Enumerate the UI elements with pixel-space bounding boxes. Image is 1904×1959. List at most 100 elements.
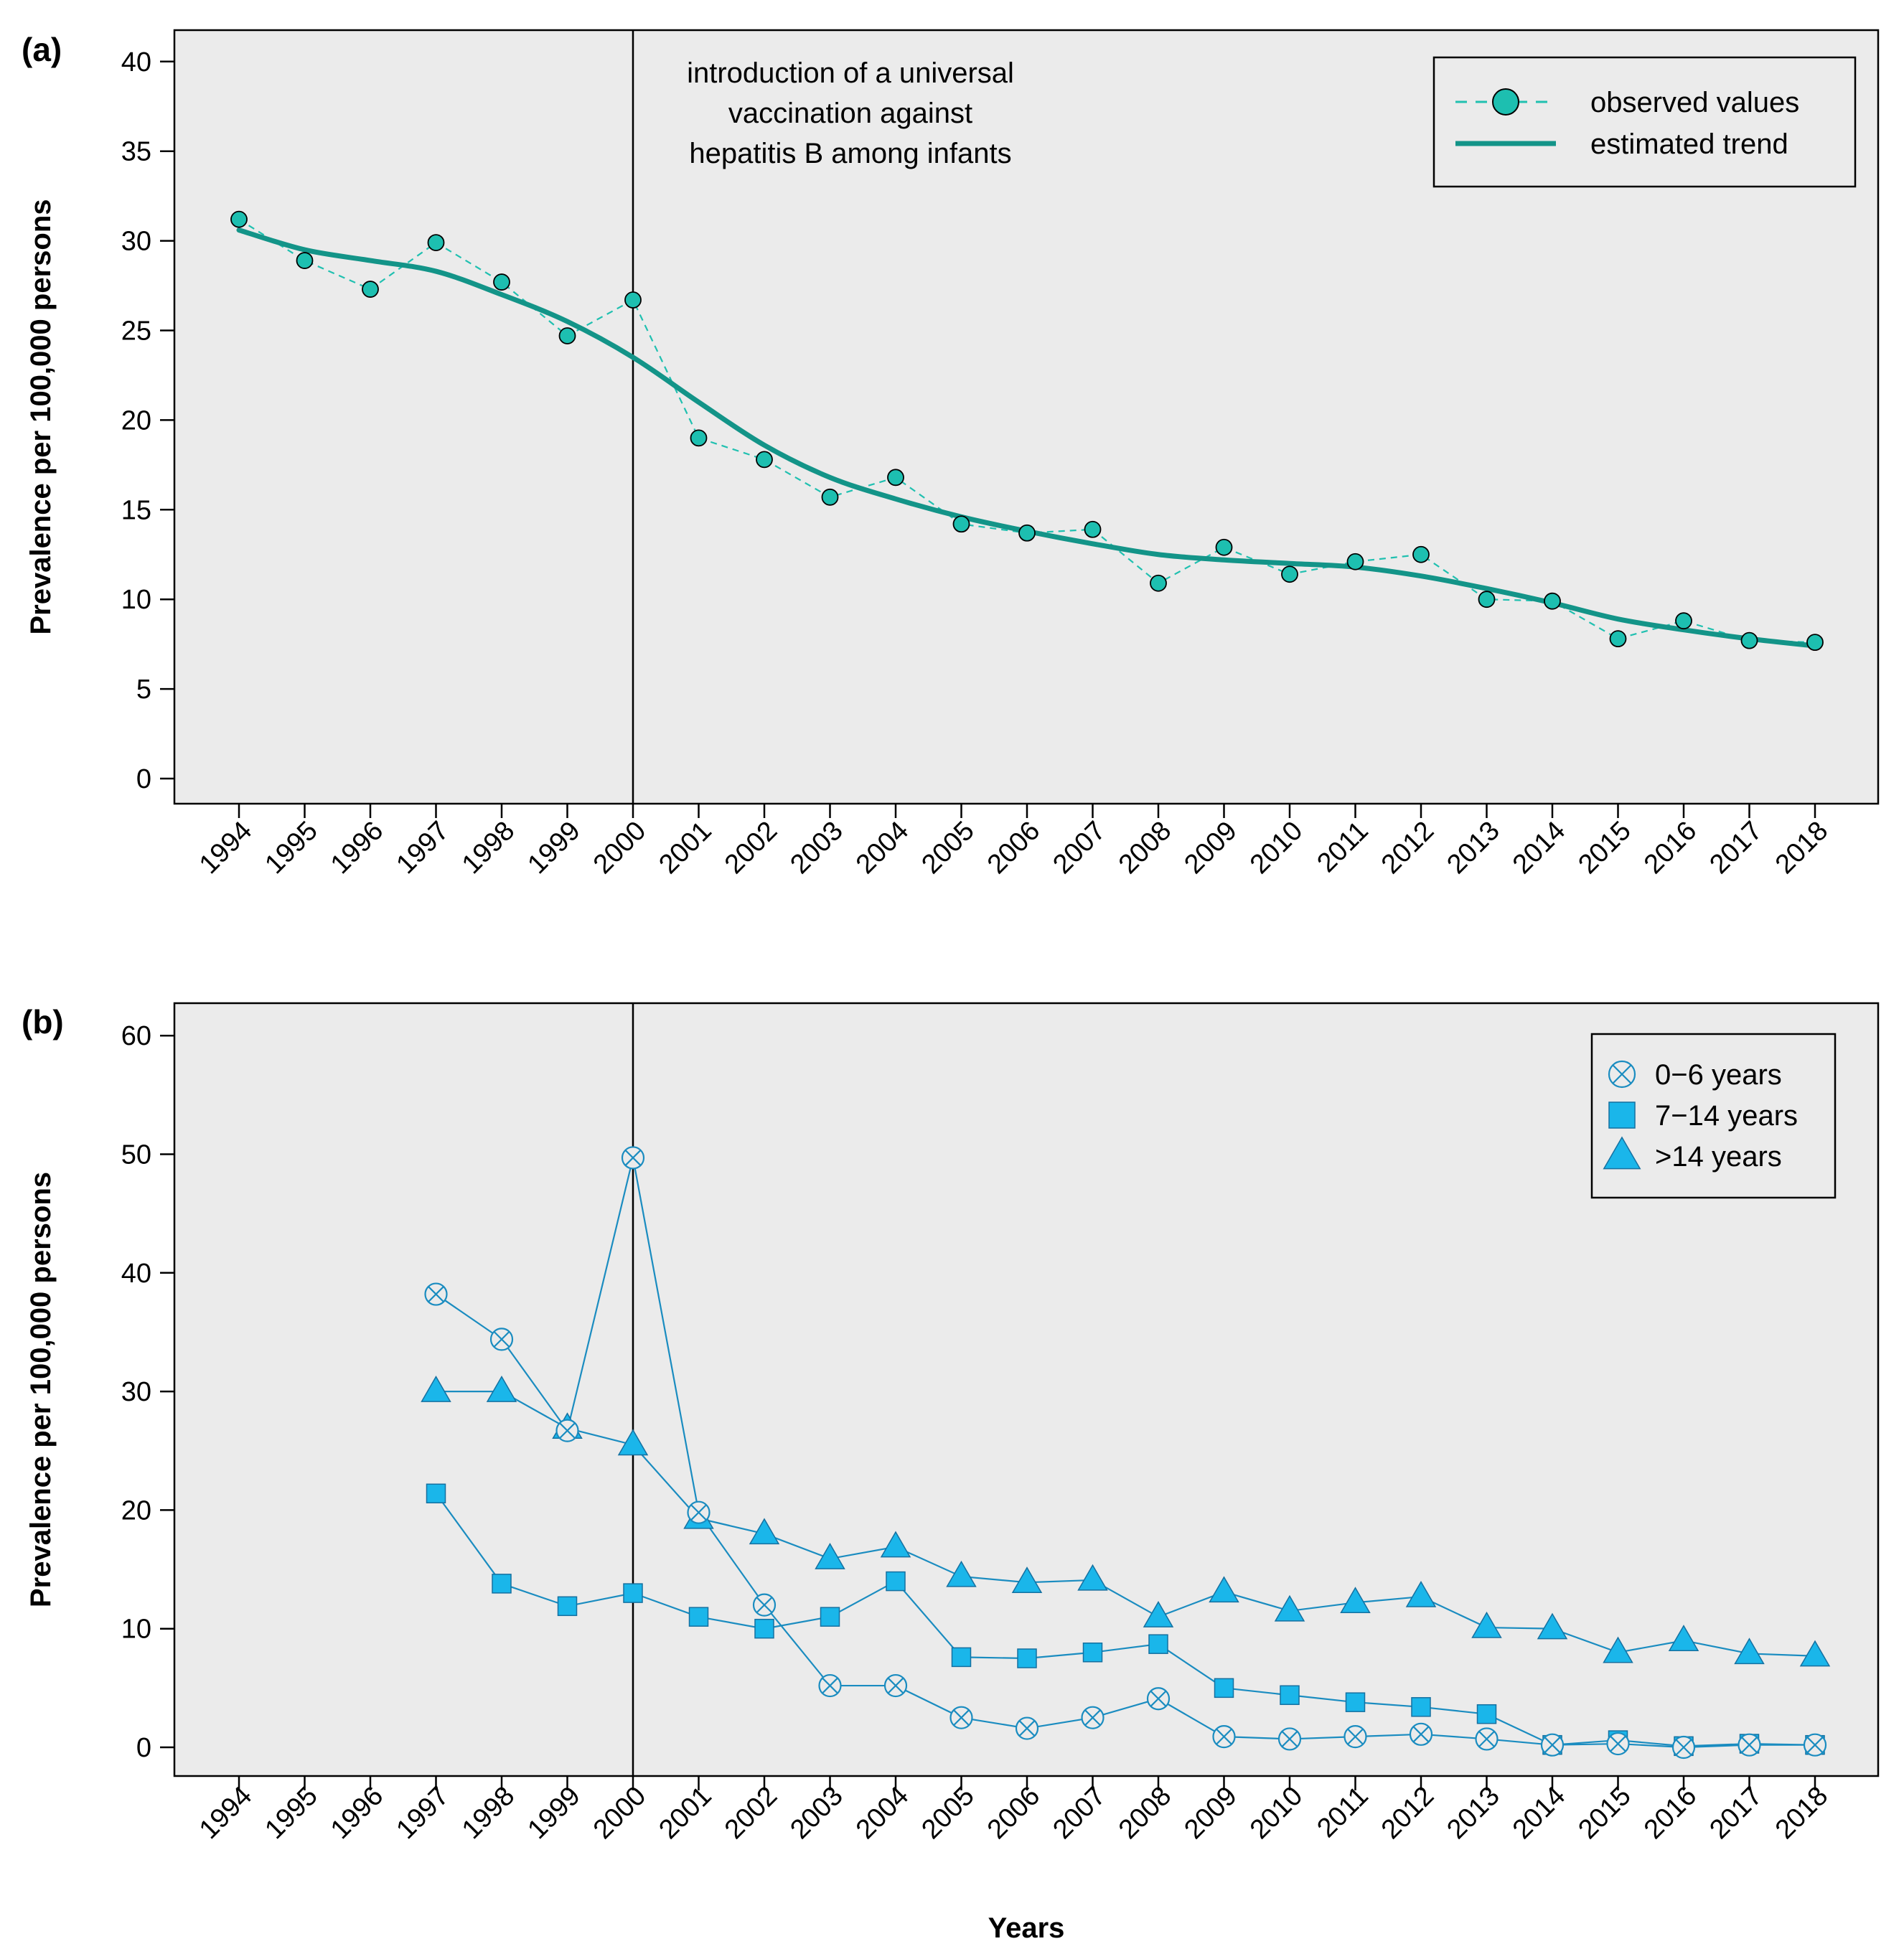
observed-point-2002 bbox=[756, 451, 773, 469]
square-point-2009 bbox=[1214, 1678, 1234, 1699]
x-tick-label: 2018 bbox=[1770, 816, 1834, 880]
triangle-point-2000 bbox=[617, 1429, 649, 1456]
triangle-point-2014 bbox=[1537, 1612, 1568, 1640]
x-tick-label: 1999 bbox=[522, 1781, 586, 1845]
panel-label: (a) bbox=[22, 31, 62, 68]
x-tick-label: 2014 bbox=[1507, 1781, 1571, 1845]
x-tick-label: 2012 bbox=[1376, 816, 1440, 880]
triangle-point-2013 bbox=[1471, 1611, 1502, 1638]
observed-point-2005 bbox=[952, 515, 970, 533]
triangle-point-1997 bbox=[421, 1375, 451, 1402]
square-point-2007 bbox=[1082, 1643, 1103, 1663]
square-point-2001 bbox=[688, 1607, 709, 1627]
circle-x-point-1997-cross bbox=[428, 1286, 444, 1302]
x-tick-label: 2001 bbox=[653, 1781, 717, 1845]
x-tick-label: 1997 bbox=[390, 1781, 454, 1845]
x-tick-label: 2012 bbox=[1376, 1781, 1440, 1845]
x-tick-label: 2014 bbox=[1507, 816, 1571, 880]
circle-x-point-2012-cross bbox=[1412, 1726, 1430, 1743]
circle-x-point-2002-cross bbox=[756, 1597, 773, 1614]
square-point-1999 bbox=[557, 1596, 578, 1617]
observed-point-2017 bbox=[1740, 631, 1758, 649]
legend-label-0: 0−6 years bbox=[1655, 1059, 1782, 1091]
square-point-1998 bbox=[492, 1574, 512, 1594]
observed-point-2012 bbox=[1412, 545, 1430, 563]
y-tick-label: 20 bbox=[121, 405, 151, 436]
y-tick-label: 10 bbox=[121, 1615, 151, 1645]
x-tick-label: 2009 bbox=[1178, 816, 1242, 880]
observed-point-1998 bbox=[493, 273, 510, 291]
x-tick-label: 2004 bbox=[850, 816, 914, 880]
x-tick-label: 2015 bbox=[1572, 816, 1636, 880]
x-tick-label: 2004 bbox=[850, 1781, 914, 1845]
circle-x-point-2017-cross bbox=[1741, 1737, 1758, 1754]
x-tick-label: 2013 bbox=[1441, 1781, 1505, 1845]
x-tick-label: 2010 bbox=[1244, 1781, 1308, 1845]
observed-point-1994 bbox=[230, 210, 248, 228]
y-tick-label: 0 bbox=[136, 1733, 151, 1763]
triangle-point-2002 bbox=[749, 1518, 780, 1545]
y-tick-label: 60 bbox=[121, 1021, 151, 1051]
x-tick-label: 2008 bbox=[1113, 1781, 1177, 1845]
legend-marker-2 bbox=[1603, 1136, 1641, 1170]
x-tick-label: 2000 bbox=[588, 816, 652, 880]
x-tick-label: 2013 bbox=[1441, 816, 1505, 880]
x-tick-label: 2007 bbox=[1047, 1781, 1111, 1845]
x-tick-label: 1994 bbox=[194, 1781, 258, 1845]
y-tick-label: 10 bbox=[121, 585, 151, 615]
circle-x-point-2001-cross bbox=[690, 1504, 707, 1521]
observed-point-2014 bbox=[1544, 592, 1561, 610]
circle-x-point-2003-cross bbox=[822, 1677, 838, 1694]
observed-point-2015 bbox=[1609, 630, 1627, 648]
x-tick-label: 1994 bbox=[194, 816, 258, 880]
x-tick-label: 1996 bbox=[325, 1781, 389, 1845]
circle-x-point-2014-cross bbox=[1544, 1737, 1561, 1754]
triangle-point-2003 bbox=[815, 1543, 845, 1569]
x-tick-label: 1995 bbox=[259, 816, 323, 880]
circle-x-point-2004-cross bbox=[887, 1677, 904, 1694]
x-tick-label: 2005 bbox=[916, 816, 980, 880]
square-point-2003 bbox=[820, 1607, 840, 1627]
legend-marker-1 bbox=[1608, 1101, 1636, 1129]
triangle-point-2009 bbox=[1209, 1576, 1239, 1603]
triangle-point-2005 bbox=[946, 1560, 977, 1587]
observed-point-2001 bbox=[690, 429, 708, 447]
triangle-point-2008 bbox=[1143, 1601, 1174, 1627]
square-point-2004 bbox=[886, 1571, 906, 1592]
y-tick-label: 15 bbox=[121, 495, 151, 525]
x-tick-label: 2010 bbox=[1244, 816, 1308, 880]
circle-x-point-2011-cross bbox=[1347, 1728, 1364, 1745]
x-tick-label: 2018 bbox=[1770, 1781, 1834, 1845]
x-tick-label: 2017 bbox=[1704, 1781, 1768, 1845]
x-tick-label: 2002 bbox=[719, 1781, 783, 1845]
y-axis-title: Prevalence per 100,000 persons bbox=[25, 199, 57, 634]
y-tick-label: 35 bbox=[121, 137, 151, 167]
x-tick-label: 1998 bbox=[456, 1781, 520, 1845]
observed-point-2016 bbox=[1675, 612, 1692, 630]
triangle-point-2007 bbox=[1077, 1564, 1108, 1591]
x-tick-label: 2006 bbox=[982, 816, 1046, 880]
legend-trend-label: estimated trend bbox=[1590, 128, 1788, 160]
x-tick-label: 2016 bbox=[1638, 816, 1702, 880]
observed-point-2011 bbox=[1346, 553, 1364, 570]
x-tick-label: 2005 bbox=[916, 1781, 980, 1845]
y-tick-label: 50 bbox=[121, 1140, 151, 1170]
x-tick-label: 2008 bbox=[1113, 816, 1177, 880]
x-tick-label: 1999 bbox=[522, 816, 586, 880]
x-tick-label: 2006 bbox=[982, 1781, 1046, 1845]
x-tick-label: 1996 bbox=[325, 816, 389, 880]
triangle-point-1998 bbox=[486, 1375, 517, 1402]
legend-observed-marker bbox=[1492, 88, 1519, 116]
series-line-1 bbox=[435, 1493, 1816, 1747]
observed-point-2008 bbox=[1150, 574, 1167, 592]
legend-marker-0-cross bbox=[1612, 1064, 1632, 1084]
x-tick-label: 2016 bbox=[1638, 1781, 1702, 1845]
y-tick-label: 40 bbox=[121, 1259, 151, 1289]
observed-point-1996 bbox=[362, 281, 379, 298]
circle-x-point-2010-cross bbox=[1281, 1731, 1298, 1747]
x-tick-label: 2015 bbox=[1572, 1781, 1636, 1845]
panel-label: (b) bbox=[22, 1003, 64, 1040]
circle-x-point-1998-cross bbox=[493, 1330, 510, 1348]
square-point-2006 bbox=[1017, 1648, 1037, 1668]
